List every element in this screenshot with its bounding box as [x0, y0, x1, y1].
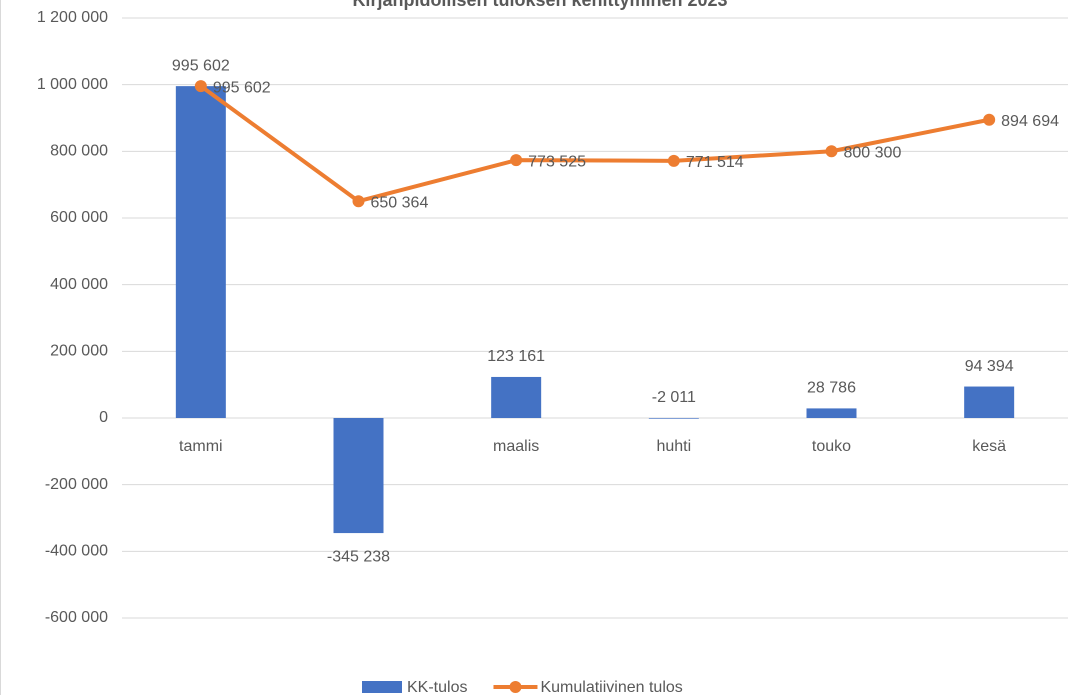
x-tick-label: huhti: [656, 438, 691, 455]
line-marker: [825, 145, 838, 158]
line-value-label: 650 364: [371, 194, 429, 211]
bar: [648, 418, 699, 419]
y-tick-label: 1 000 000: [37, 76, 108, 93]
bar: [333, 418, 384, 534]
bar-value-label: 123 161: [487, 348, 545, 365]
y-tick-label: 800 000: [50, 143, 108, 160]
bar: [175, 86, 226, 419]
line-value-label: 995 602: [213, 79, 271, 96]
bar-value-label: 94 394: [965, 358, 1014, 375]
y-tick-label: 400 000: [50, 276, 108, 293]
line-marker: [510, 154, 523, 167]
y-tick-label: 600 000: [50, 209, 108, 226]
line-marker: [194, 80, 207, 93]
bar-value-label: 28 786: [807, 380, 856, 397]
bar-value-label: -345 238: [327, 548, 390, 565]
x-tick-label: tammi: [179, 438, 223, 455]
y-tick-label: 1 200 000: [37, 9, 108, 26]
line-marker: [667, 154, 680, 167]
bar: [806, 408, 857, 418]
line: [199, 84, 990, 204]
line-marker: [983, 113, 996, 126]
line-value-label: 894 694: [1001, 113, 1059, 130]
line-marker: [352, 195, 365, 208]
line-value-label: 800 300: [844, 144, 902, 161]
y-tick-label: -400 000: [45, 543, 108, 560]
x-tick-label: maalis: [493, 438, 539, 455]
chart-title: Kirjanpidollisen tuloksen kehittyminen 2…: [352, 0, 727, 10]
bar: [491, 376, 542, 418]
legend-swatch: [509, 681, 522, 693]
legend-label: KK-tulos: [407, 679, 467, 695]
bar: [964, 386, 1015, 418]
line-value-label: 773 525: [528, 153, 586, 170]
y-tick-label: 0: [99, 409, 108, 426]
y-tick-label: -600 000: [45, 609, 108, 626]
x-tick-label: kesä: [972, 438, 1006, 455]
bar-value-label: -2 011: [652, 389, 696, 406]
y-tick-label: 200 000: [50, 343, 108, 360]
x-tick-label: touko: [812, 438, 851, 455]
y-tick-label: -200 000: [45, 476, 108, 493]
bar-value-label: 995 602: [172, 57, 230, 74]
legend-label: Kumulatiivinen tulos: [540, 679, 682, 695]
line-value-label: 771 514: [686, 154, 744, 171]
legend-swatch: [362, 681, 402, 693]
